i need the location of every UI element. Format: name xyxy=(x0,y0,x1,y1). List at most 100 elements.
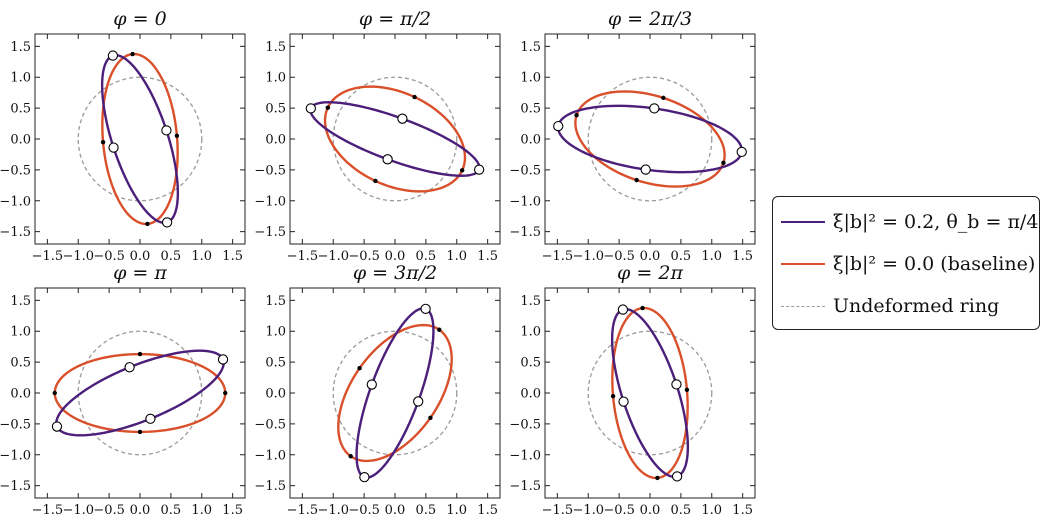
baseline-marker xyxy=(655,475,660,481)
baseline-marker xyxy=(640,305,645,311)
deformed-ellipse xyxy=(55,349,225,437)
y-tick-label: 1.5 xyxy=(520,294,541,309)
panel-4: φ = π −1.5 1.5 −1.0 1.0 −0.5 0.5 0.0 0.0 0.5 −0.5 1… xyxy=(0,262,246,518)
baseline-marker xyxy=(137,429,143,435)
x-tick-label: 1.5 xyxy=(477,249,498,264)
y-tick-label: 0.0 xyxy=(520,387,541,402)
y-tick-label: 0.5 xyxy=(520,356,541,371)
plot-area xyxy=(587,304,713,482)
baseline-marker xyxy=(130,51,135,57)
panel-2: φ = π/2 −1.5 1.5 −1.0 1.0 −0.5 0.5 0.0 0.0 0.5 −0.… xyxy=(254,8,501,264)
x-tick-label: 1.0 xyxy=(446,503,467,518)
plot-frame xyxy=(289,33,501,245)
deformed-marker xyxy=(671,379,682,390)
deformed-marker xyxy=(382,154,393,165)
deformed-marker xyxy=(217,354,229,365)
x-tick-label: −1.5 xyxy=(32,503,64,518)
deformed-marker xyxy=(671,471,683,482)
deformed-ellipse xyxy=(309,101,481,177)
legend-box: ξ|b|² = 0.2, θ_b = π/4 ξ|b|² = 0.0 (base… xyxy=(772,196,1040,330)
panel-3: φ = 2π/3 −1.5 1.5 −1.0 1.0 −0.5 0.5 0.0 0.0 0.5 −0… xyxy=(509,8,756,264)
undeformed-ring xyxy=(332,76,458,202)
y-tick-label: 0.5 xyxy=(265,102,286,117)
x-tick-label: 0.5 xyxy=(161,249,182,264)
x-tick-label: 0.0 xyxy=(385,249,406,264)
y-tick-label: 0.0 xyxy=(520,133,541,148)
undeformed-ring xyxy=(587,76,713,202)
y-tick-label: 1.5 xyxy=(10,294,31,309)
x-tick-label: −1.5 xyxy=(542,249,574,264)
x-tick-label: −1.0 xyxy=(62,503,94,518)
y-tick-label: −1.5 xyxy=(254,225,286,240)
y-tick-label: −1.5 xyxy=(254,479,286,494)
y-tick-label: 0.0 xyxy=(265,387,286,402)
x-tick-label: −1.5 xyxy=(32,249,64,264)
x-tick-label: 1.5 xyxy=(732,249,753,264)
panel-title: φ = π/2 xyxy=(359,8,431,30)
y-tick-label: −1.5 xyxy=(509,479,541,494)
panel-1: φ = 0 −1.5 1.5 −1.0 1.0 −0.5 0.5 0.0 0.0 0.5 −0.5 1… xyxy=(0,8,246,264)
deformed-marker xyxy=(124,362,135,373)
y-tick-label: 1.5 xyxy=(265,294,286,309)
baseline-marker xyxy=(137,351,143,357)
legend-swatch-ring xyxy=(781,305,825,307)
x-tick-label: −0.5 xyxy=(348,503,380,518)
x-tick-label: −1.5 xyxy=(287,249,319,264)
x-tick-label: 0.5 xyxy=(161,503,182,518)
y-tick-label: 1.0 xyxy=(520,71,541,86)
baseline-marker xyxy=(357,366,362,371)
plot-area xyxy=(51,330,229,456)
x-tick-label: −1.5 xyxy=(542,503,574,518)
deformed-ellipse xyxy=(355,307,435,479)
y-tick-label: 1.0 xyxy=(265,71,286,86)
deformed-ellipse xyxy=(556,104,744,174)
x-tick-label: −0.5 xyxy=(348,249,380,264)
deformed-marker xyxy=(359,472,370,483)
deformed-marker xyxy=(553,120,564,132)
deformed-marker xyxy=(397,113,408,124)
x-tick-label: −0.5 xyxy=(603,503,635,518)
y-tick-label: −0.5 xyxy=(0,163,31,178)
baseline-marker xyxy=(145,221,150,227)
panel-title: φ = 2π/3 xyxy=(608,8,692,30)
baseline-marker xyxy=(610,394,616,399)
x-tick-label: 0.5 xyxy=(416,249,437,264)
plot-area xyxy=(332,303,458,483)
y-tick-label: −1.0 xyxy=(0,448,31,463)
y-tick-label: −0.5 xyxy=(509,417,541,432)
deformed-marker xyxy=(108,142,119,153)
baseline-ellipse xyxy=(101,52,179,226)
deformed-marker xyxy=(161,125,172,136)
plot-frame xyxy=(34,33,246,245)
panel-title: φ = 2π xyxy=(617,262,683,284)
legend-swatch-orange xyxy=(781,263,825,265)
x-tick-label: −1.0 xyxy=(317,249,349,264)
panel-5: φ = 3π/2 −1.5 1.5 −1.0 1.0 −0.5 0.5 0.0 0.0 0.5 −0… xyxy=(254,262,501,518)
y-tick-label: −1.0 xyxy=(0,194,31,209)
legend-label-ring: Undeformed ring xyxy=(833,295,1000,317)
baseline-marker xyxy=(721,160,726,166)
baseline-marker xyxy=(412,94,417,100)
x-tick-label: 0.0 xyxy=(130,503,151,518)
legend-swatch-purple xyxy=(781,221,825,223)
panel-title: φ = 3π/2 xyxy=(353,262,437,284)
deformed-ellipse xyxy=(610,307,690,479)
deformed-marker xyxy=(420,303,431,314)
y-tick-label: 1.0 xyxy=(10,325,31,340)
x-tick-label: 0.5 xyxy=(416,503,437,518)
deformed-marker xyxy=(305,103,316,114)
y-tick-label: 1.5 xyxy=(10,40,31,55)
x-tick-label: −1.5 xyxy=(287,503,319,518)
y-tick-label: 1.5 xyxy=(265,40,286,55)
baseline-ellipse xyxy=(611,306,689,480)
x-tick-label: 1.5 xyxy=(222,249,243,264)
x-tick-label: 0.0 xyxy=(640,503,661,518)
x-tick-label: 1.0 xyxy=(191,249,212,264)
y-tick-label: 0.5 xyxy=(265,356,286,371)
y-tick-label: −0.5 xyxy=(0,417,31,432)
y-tick-label: −1.0 xyxy=(509,448,541,463)
x-tick-label: −0.5 xyxy=(603,249,635,264)
baseline-marker xyxy=(428,415,433,420)
plot-area xyxy=(77,50,203,228)
